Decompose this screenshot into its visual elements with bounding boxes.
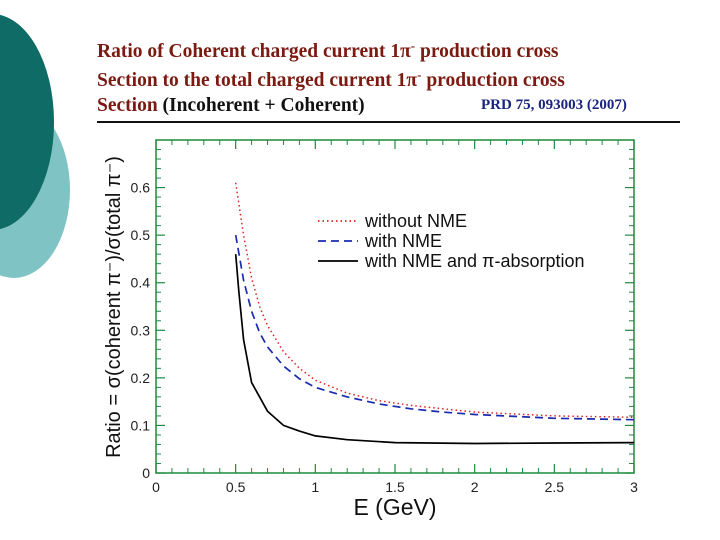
y-tick-label: 0 bbox=[142, 465, 150, 481]
x-axis-label: E (GeV) bbox=[353, 494, 436, 520]
title-line2-part-b: production cross bbox=[421, 70, 565, 91]
title-line2-part-a: Section to the total charged current 1π bbox=[97, 70, 418, 91]
slide-title-line-1: Ratio of Coherent charged current 1π- pr… bbox=[97, 38, 559, 63]
x-tick-label: 1 bbox=[311, 479, 319, 495]
x-tick-label: 1.5 bbox=[385, 479, 405, 495]
y-axis-label: Ratio = σ(coherent π⁻)/σ(total π⁻) bbox=[103, 156, 125, 458]
x-tick-label: 2 bbox=[471, 479, 479, 495]
legend-label-2: with NME bbox=[364, 231, 442, 251]
slide-title-line-3: Section (Incoherent + Coherent) bbox=[97, 95, 365, 117]
ratio-chart: 0 0.5 1 1.5 2 2.5 3 0 0.1 0.2 0.3 0.4 0.5 0.6 without… bbox=[103, 139, 638, 520]
slide-title-line-2: Section to the total charged current 1π-… bbox=[97, 67, 565, 92]
x-tick-label: 3 bbox=[630, 479, 638, 495]
x-tick-label: 2.5 bbox=[545, 479, 565, 495]
x-tick-label: 0 bbox=[152, 479, 160, 495]
title-underline bbox=[97, 121, 680, 123]
series-line-2 bbox=[234, 234, 635, 421]
paper-reference: PRD 75, 093003 (2007) bbox=[481, 97, 627, 113]
series-lines bbox=[234, 182, 635, 445]
title-line3-part-b: (Incoherent + Coherent) bbox=[157, 95, 365, 116]
y-tick-label: 0.3 bbox=[131, 322, 151, 338]
title-line1-superscript: - bbox=[410, 38, 416, 53]
title-line1-part-b: production cross bbox=[415, 41, 559, 62]
plot-frame bbox=[155, 139, 635, 474]
title-line3-part-a: Section bbox=[97, 95, 158, 116]
y-tick-label: 0.2 bbox=[131, 370, 151, 386]
y-tick-label: 0.4 bbox=[131, 275, 151, 291]
legend-label-1: without NME bbox=[364, 211, 467, 231]
title-line2-superscript: - bbox=[417, 67, 422, 82]
y-tick-label: 0.5 bbox=[131, 227, 151, 243]
deco-dark-circle bbox=[0, 14, 54, 230]
y-tick-label: 0.1 bbox=[131, 417, 151, 433]
title-line1-part-a: Ratio of Coherent charged current 1π bbox=[97, 41, 411, 62]
legend-label-3: with NME and π-absorption bbox=[364, 251, 585, 271]
series-line-3 bbox=[234, 254, 635, 445]
axis-ticks: 0 0.5 1 1.5 2 2.5 3 0 0.1 0.2 0.3 0.4 0.5 0.6 bbox=[131, 140, 638, 495]
slide-decoration bbox=[0, 14, 70, 278]
x-tick-label: 0.5 bbox=[226, 479, 246, 495]
y-tick-label: 0.6 bbox=[131, 180, 151, 196]
